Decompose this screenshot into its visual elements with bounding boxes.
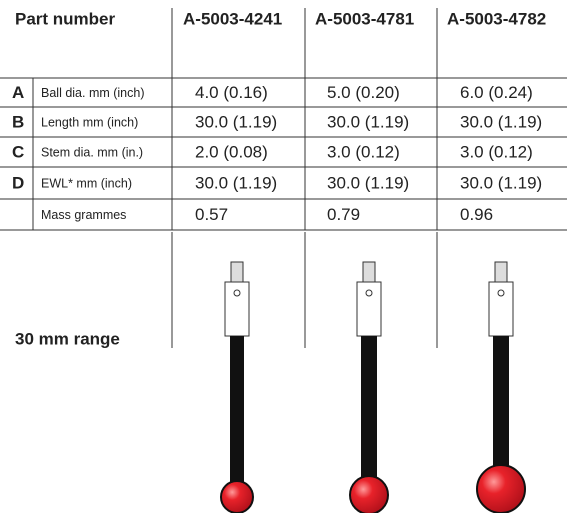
cell-value: 0.79 — [327, 205, 360, 224]
cell-value: 30.0 (1.19) — [460, 173, 542, 192]
cell-value: 30.0 (1.19) — [195, 112, 277, 131]
cell-value: 30.0 (1.19) — [195, 173, 277, 192]
row-label: Mass grammes — [41, 208, 126, 222]
cell-value: 0.96 — [460, 205, 493, 224]
stylus — [477, 262, 525, 513]
row-label: Length mm (inch) — [41, 115, 138, 129]
row-label: Stem dia. mm (in.) — [41, 145, 143, 159]
column-header: A-5003-4781 — [315, 9, 414, 28]
row-letter: B — [12, 112, 24, 131]
styli — [221, 262, 525, 513]
row-label: EWL* mm (inch) — [41, 176, 132, 190]
row-letter: A — [12, 83, 24, 102]
cell-value: 3.0 (0.12) — [327, 142, 400, 161]
cell-value: 5.0 (0.20) — [327, 83, 400, 102]
spec-sheet: Part number A-5003-4241 A-5003-4781 A-50… — [0, 0, 567, 513]
row-letter: D — [12, 173, 24, 192]
cell-value: 3.0 (0.12) — [460, 142, 533, 161]
column-header: A-5003-4241 — [183, 9, 282, 28]
cell-value: 0.57 — [195, 205, 228, 224]
header-title: Part number — [15, 9, 116, 28]
row-letter: C — [12, 142, 24, 161]
row-label: Ball dia. mm (inch) — [41, 86, 145, 100]
cell-value: 6.0 (0.24) — [460, 83, 533, 102]
range-label: 30 mm range — [15, 329, 120, 348]
stylus — [350, 262, 388, 513]
column-header: A-5003-4782 — [447, 9, 546, 28]
cell-value: 30.0 (1.19) — [460, 112, 542, 131]
cell-value: 30.0 (1.19) — [327, 173, 409, 192]
stylus — [221, 262, 253, 513]
cell-value: 30.0 (1.19) — [327, 112, 409, 131]
cell-value: 2.0 (0.08) — [195, 142, 268, 161]
cell-value: 4.0 (0.16) — [195, 83, 268, 102]
